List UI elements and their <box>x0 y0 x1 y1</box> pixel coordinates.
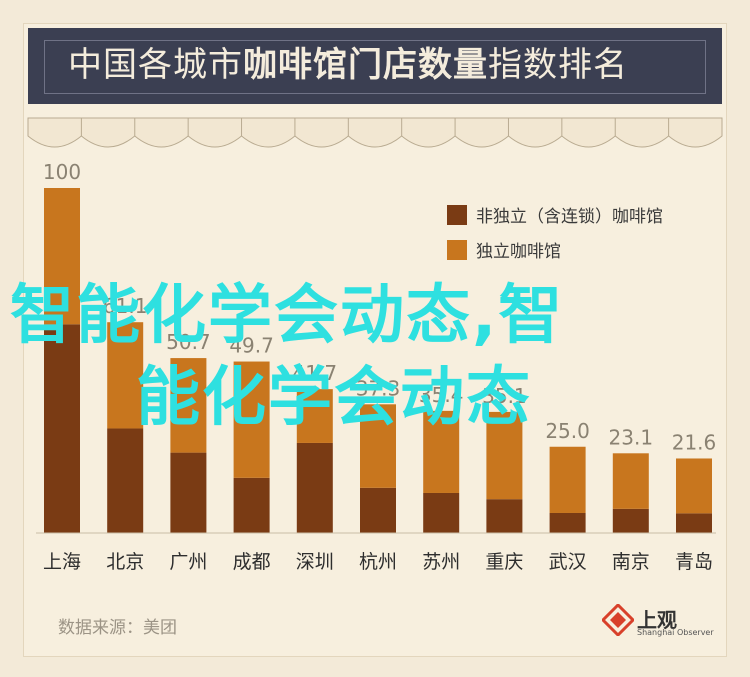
bar-chain <box>486 499 523 533</box>
bar-chain <box>549 512 586 533</box>
bar-chain <box>170 452 207 533</box>
title-banner <box>28 28 722 104</box>
bar-chain <box>423 492 460 533</box>
bar-value-label: 41.7 <box>293 361 338 385</box>
bar-chain <box>360 487 396 533</box>
legend-label-chain: 非独立（含连锁）咖啡馆 <box>476 207 663 227</box>
chart-title-part2: 咖啡馆门店数量 <box>243 45 488 85</box>
category-label: 杭州 <box>359 551 397 573</box>
legend-label-independent: 独立咖啡馆 <box>476 242 561 262</box>
category-label: 重庆 <box>485 551 523 573</box>
category-label: 苏州 <box>422 551 460 573</box>
logo-subtitle: Shanghai Observer <box>637 628 714 637</box>
bar-independent <box>676 458 712 514</box>
watermark-line-2: 能化学会动态 <box>136 361 532 435</box>
bar-independent <box>44 188 80 325</box>
bar-value-label: 49.7 <box>229 334 274 358</box>
bar-value-label: 50.7 <box>166 330 211 354</box>
bar-chain <box>107 428 144 533</box>
bar-independent <box>360 404 396 488</box>
watermark-line-1: 智能化学会动态,智 <box>10 279 565 353</box>
bar-independent <box>233 361 270 478</box>
awning-decoration <box>27 117 723 148</box>
legend-swatch-chain <box>447 205 467 225</box>
chart-title-part1: 中国各城市 <box>68 45 243 85</box>
category-label: 武汉 <box>549 551 587 573</box>
bar-value-label: 21.6 <box>672 430 717 454</box>
bar-chain <box>676 513 712 533</box>
bar-independent <box>107 322 144 429</box>
category-label: 青岛 <box>675 551 713 573</box>
category-label: 深圳 <box>296 551 334 573</box>
bar-independent <box>549 446 586 513</box>
bar-value-label: 37.3 <box>356 376 401 400</box>
bar-value-label: 23.1 <box>609 425 654 449</box>
bar-value-label: 100 <box>43 160 81 184</box>
shanghai-observer-logo-icon <box>602 604 634 636</box>
legend: 非独立（含连锁）咖啡馆 独立咖啡馆 <box>447 205 663 262</box>
bar-chain <box>296 442 333 533</box>
category-label: 南京 <box>612 551 650 573</box>
bar-value-label: 61.1 <box>103 294 148 318</box>
category-label: 上海 <box>43 551 81 573</box>
chart-title-part3: 指数排名 <box>488 45 628 85</box>
category-label: 广州 <box>169 551 207 573</box>
awning-scallop-edge <box>27 117 723 148</box>
bar-independent <box>486 411 523 500</box>
bar-value-label: 25.0 <box>545 419 590 443</box>
bar-value-label: 35.1 <box>482 384 527 408</box>
title-banner-border <box>44 40 706 94</box>
category-label: 成都 <box>233 551 271 573</box>
chart-title: 中国各城市咖啡馆门店数量指数排名 <box>68 37 628 86</box>
data-source: 数据来源：美团 <box>58 618 177 638</box>
logo-name: 上观 <box>637 608 677 632</box>
bar-value-label: 35.4 <box>419 383 464 407</box>
category-label: 北京 <box>106 551 144 573</box>
bar-chain <box>612 508 649 533</box>
bar-independent <box>296 389 333 443</box>
bar-independent <box>612 453 649 509</box>
bar-chain <box>233 477 270 533</box>
bar-independent <box>423 410 460 493</box>
bars-group: 100 上海 61.1 北京 50.7 广州 49.7 成都 41.7 深圳 37.3 杭州 35.4 苏… <box>43 160 716 573</box>
legend-swatch-independent <box>447 240 467 260</box>
bar-chain <box>44 324 80 533</box>
bar-independent <box>170 358 207 453</box>
